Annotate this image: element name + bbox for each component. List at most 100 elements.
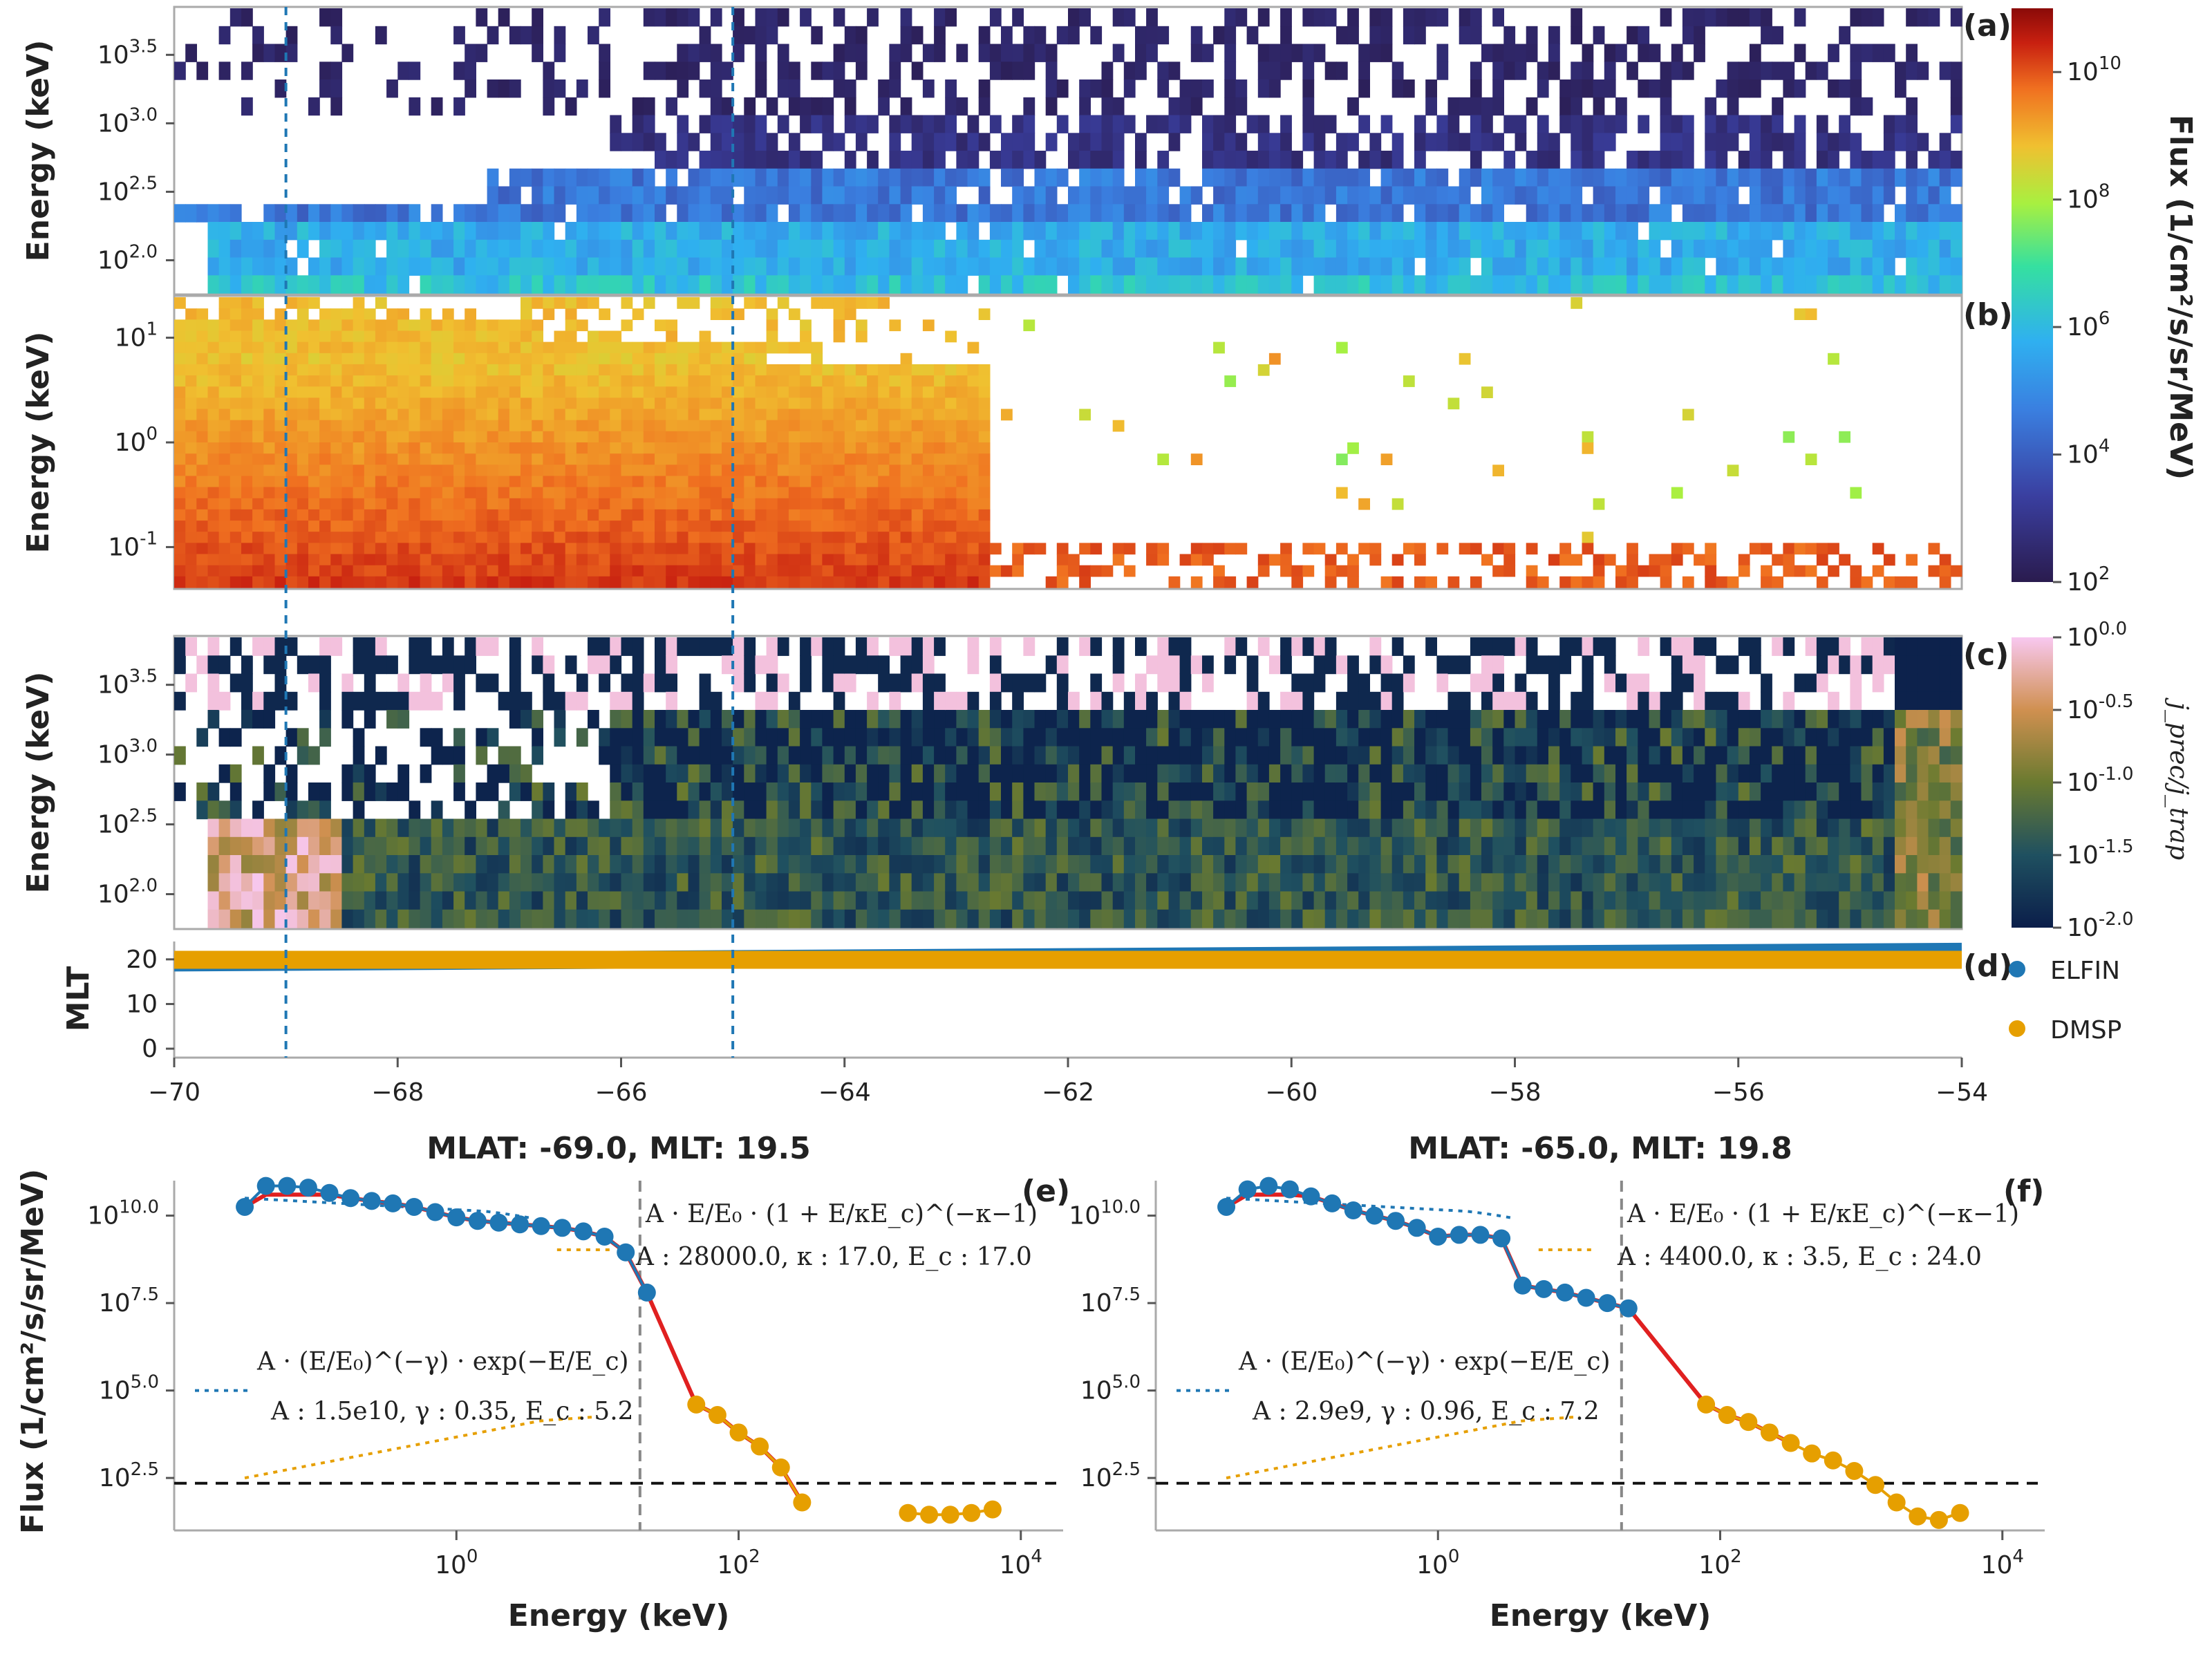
heatmap-cell [677,239,689,259]
heatmap-cell [833,543,845,555]
heatmap-cell [833,453,845,465]
heatmap-cell [196,655,209,675]
heatmap-cell [1101,151,1114,169]
heatmap-cell [699,543,711,555]
heatmap-cell [710,308,722,320]
heatmap-cell [1246,168,1259,187]
heatmap-cell [1783,151,1795,169]
heatmap-cell [498,746,510,765]
heatmap-cell [643,341,655,354]
heatmap-cell [744,873,756,892]
heatmap-cell [565,873,577,892]
heatmap-cell [632,498,644,510]
heatmap-cell [800,341,812,354]
heatmap-cell [1638,44,1650,62]
heatmap-cell [263,543,276,555]
heatmap-cell [710,222,722,241]
heatmap-cell [1268,168,1281,187]
heatmap-cell [911,465,924,477]
heatmap-cell [744,576,756,588]
heatmap-cell [565,565,577,577]
heatmap-cell [319,431,331,443]
heatmap-cell [353,873,365,892]
heatmap-cell [1101,710,1114,729]
heatmap-cell [241,409,253,421]
heatmap-cell [565,168,577,187]
heatmap-cell [174,397,186,410]
heatmap-cell [1347,239,1359,259]
heatmap-cell [1727,239,1739,259]
heatmap-cell [285,498,298,510]
heatmap-cell [1168,275,1181,294]
heatmap-cell [621,498,633,510]
heatmap-cell [945,115,957,133]
heatmap-cell [855,297,868,309]
heatmap-cell [1358,239,1370,259]
heatmap-cell [532,330,543,343]
heatmap-cell [1001,800,1013,820]
heatmap-cell [1135,151,1147,169]
heatmap-cell [632,710,644,729]
heatmap-cell [554,375,566,387]
heatmap-cell [218,855,231,874]
heatmap-cell [319,532,331,543]
heatmap-cell [1146,800,1158,820]
heatmap-cell [643,375,655,387]
heatmap-cell [621,521,633,532]
heatmap-cell [1391,151,1404,169]
heatmap-cell [185,319,197,332]
heatmap-cell [218,364,231,376]
heatmap-cell [1805,186,1817,205]
heatmap-cell [1224,764,1237,783]
heatmap-cell [397,431,410,443]
heatmap-cell [1738,275,1750,294]
heatmap-cell [1638,168,1650,187]
heatmap-cell [666,375,677,387]
heatmap-cell [1526,565,1538,577]
heatmap-cell [978,275,991,294]
heatmap-cell [699,565,711,577]
heatmap-cell [576,186,588,205]
heatmap-cell [1268,151,1281,169]
heatmap-cell [252,855,264,874]
heatmap-cell [252,341,264,354]
heatmap-cell [1034,818,1047,838]
heatmap-cell [1090,79,1103,98]
heatmap-cell [655,465,666,477]
heatmap-cell [632,308,644,320]
heatmap-cell [263,521,276,532]
heatmap-cell [867,909,879,928]
heatmap-cell [364,375,376,387]
heatmap-cell [442,239,454,259]
heatmap-cell [599,44,610,62]
heatmap-cell [1749,543,1761,555]
heatmap-cell [1202,151,1214,169]
heatmap-cell [1571,257,1583,276]
heatmap-cell [1660,204,1672,223]
heatmap-cell [710,8,722,27]
heatmap-cell [632,364,644,376]
heatmap-cell [1660,275,1672,294]
heatmap-cell [855,728,868,747]
heatmap-cell [811,186,823,205]
heatmap-cell [800,465,812,477]
heatmap-cell [1839,186,1850,205]
heatmap-cell [274,637,287,656]
heatmap-cell [666,487,677,499]
heatmap-cell [766,764,778,783]
heatmap-cell [330,855,343,874]
heatmap-cell [386,509,398,521]
heatmap-cell [252,420,264,432]
heatmap-cell [766,204,778,223]
heatmap-cell [1056,576,1069,588]
heatmap-cell [889,818,901,838]
heatmap-cell [710,257,722,276]
panel-a-heatmap [174,8,1962,294]
heatmap-cell [375,637,387,656]
heatmap-cell [800,554,812,566]
heatmap-cell [274,386,287,398]
heatmap-cell [521,691,532,711]
heatmap-cell [722,728,733,747]
heatmap-cell [386,655,398,675]
heatmap-cell [833,431,845,443]
